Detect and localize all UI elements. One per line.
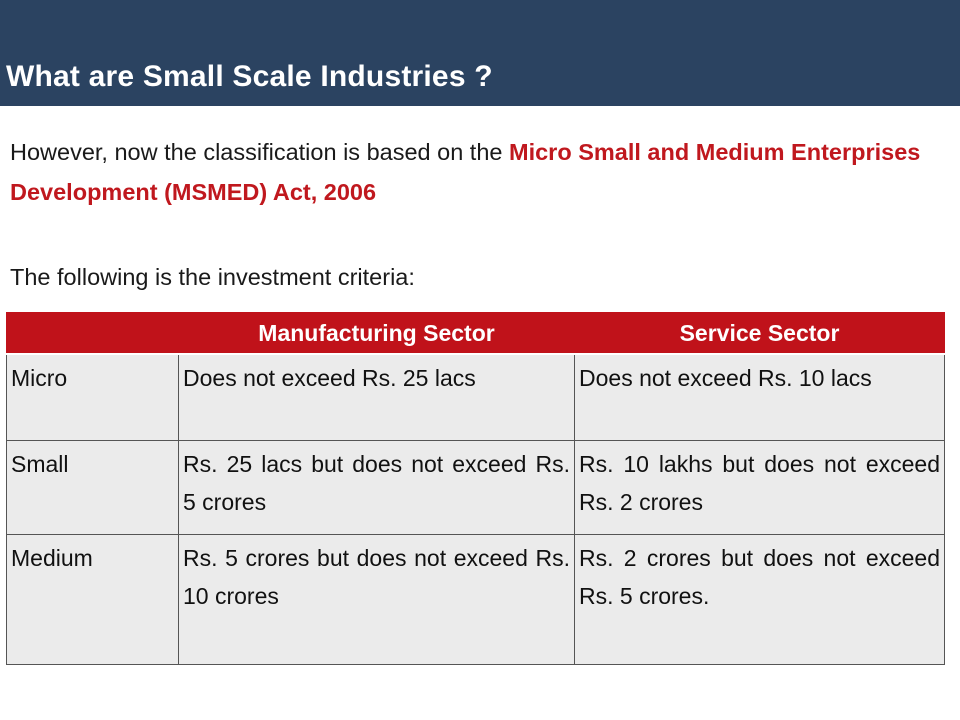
- row-size-micro: Micro: [6, 353, 179, 441]
- table-row: Medium Rs. 5 crores but does not exceed …: [6, 533, 945, 665]
- header-service: Service Sector: [574, 312, 945, 355]
- row-size-small: Small: [6, 439, 179, 535]
- table-row: Small Rs. 25 lacs but does not exceed Rs…: [6, 439, 945, 535]
- msmed-act-highlight: Micro Small and Medium Enterprises Devel…: [10, 139, 921, 205]
- criteria-line: The following is the investment criteria…: [10, 264, 415, 290]
- cell-service-micro: Does not exceed Rs. 10 lacs: [574, 353, 945, 441]
- investment-criteria-table: Manufacturing Sector Service Sector Micr…: [6, 312, 945, 665]
- cell-manufacturing-micro: Does not exceed Rs. 25 lacs: [178, 353, 575, 441]
- cell-service-small: Rs. 10 lakhs but does not exceed Rs. 2 c…: [574, 439, 945, 535]
- row-size-medium: Medium: [6, 533, 179, 665]
- intro-text: However, now the classification is based…: [10, 139, 509, 165]
- cell-service-medium: Rs. 2 crores but does not exceed Rs. 5 c…: [574, 533, 945, 665]
- slide-title: What are Small Scale Industries ?: [6, 60, 493, 93]
- title-bar: What are Small Scale Industries ?: [0, 0, 960, 106]
- cell-manufacturing-small: Rs. 25 lacs but does not exceed Rs. 5 cr…: [178, 439, 575, 535]
- table-header-row: Manufacturing Sector Service Sector: [6, 312, 945, 355]
- table-row: Micro Does not exceed Rs. 25 lacs Does n…: [6, 353, 945, 441]
- header-size-cell: [6, 312, 179, 355]
- intro-paragraph: However, now the classification is based…: [10, 132, 930, 212]
- cell-manufacturing-medium: Rs. 5 crores but does not exceed Rs. 10 …: [178, 533, 575, 665]
- header-manufacturing: Manufacturing Sector: [178, 312, 575, 355]
